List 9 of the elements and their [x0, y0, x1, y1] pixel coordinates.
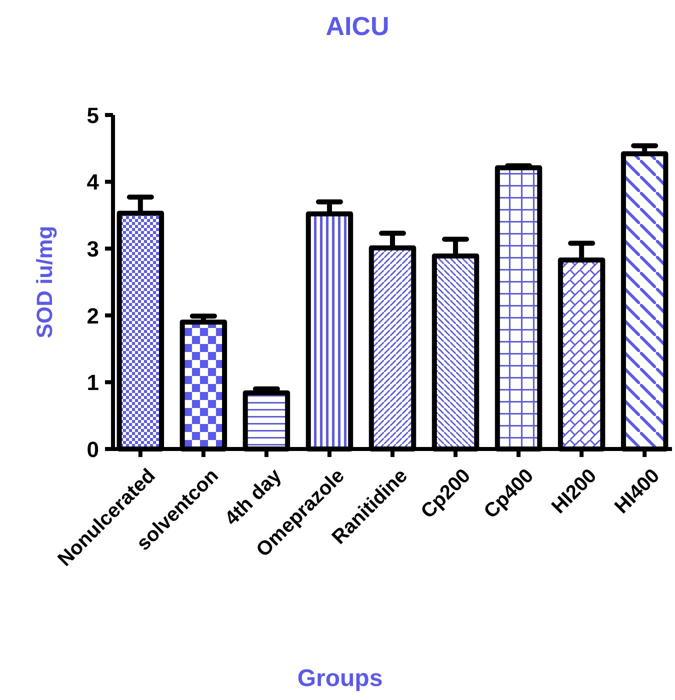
y-tick-label: 5: [86, 102, 99, 128]
x-axis-title: Groups: [297, 665, 383, 692]
chart-title: AICU: [326, 11, 390, 41]
y-tick-label: 3: [86, 236, 99, 262]
y-axis-title: SOD iu/mg: [32, 226, 57, 338]
y-tick-label: 0: [86, 436, 99, 462]
y-tick-label: 4: [86, 170, 100, 195]
y-tick-label: 2: [86, 303, 99, 328]
y-tick-label: 1: [86, 370, 99, 396]
